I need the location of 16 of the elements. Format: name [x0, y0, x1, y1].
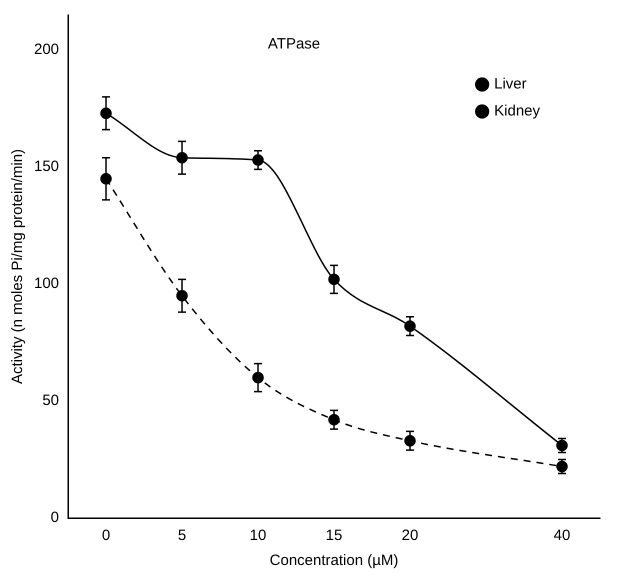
- y-tick-label: 50: [42, 392, 60, 410]
- x-tick-label: 0: [102, 527, 110, 544]
- x-tick-label: 15: [326, 527, 342, 544]
- x-tick-label: 10: [250, 527, 266, 544]
- legend-label: Liver: [494, 76, 527, 93]
- x-tick-label: 40: [554, 527, 570, 544]
- x-tick-label: 20: [402, 527, 418, 544]
- y-tick-label: 150: [34, 158, 60, 176]
- y-axis-title: Activity (n moles Pi/mg protein/min): [9, 148, 26, 384]
- legend-label: Kidney: [494, 102, 540, 120]
- text: ATPase: [268, 36, 320, 53]
- x-tick-label: 5: [178, 527, 186, 544]
- y-tick-label: 200: [34, 41, 60, 58]
- y-tick-label: 100: [34, 275, 60, 292]
- x-axis-title: Concentration (µM): [270, 552, 398, 570]
- y-tick-label: 0: [50, 509, 60, 526]
